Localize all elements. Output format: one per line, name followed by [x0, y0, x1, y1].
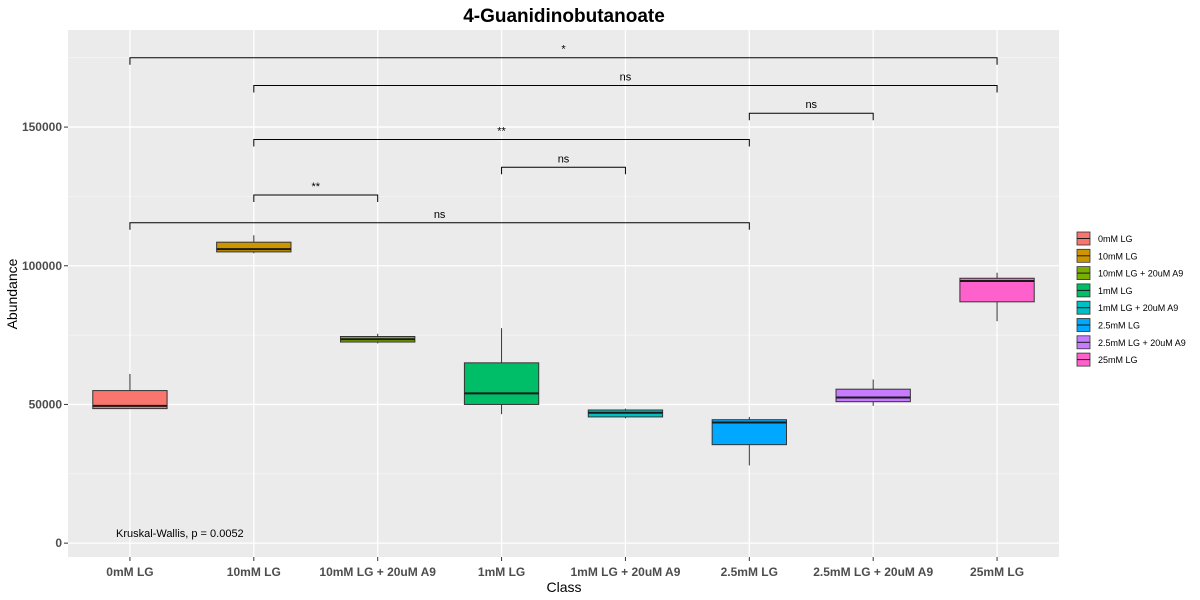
box-1 — [92, 373, 168, 410]
x-tick-label: 25mM LG — [970, 565, 1024, 579]
legend-item: 0mM LG — [1076, 231, 1133, 246]
y-axis-ticks: 0 50000 100000 150000 — [22, 120, 68, 550]
significance-label: ns — [805, 99, 817, 111]
x-tick-label: 10mM LG + 20uM A9 — [319, 565, 436, 579]
significance-label: ns — [434, 209, 446, 221]
chart-title: 4-Guanidinobutanoate — [463, 6, 665, 27]
y-tick-label: 0 — [55, 536, 62, 550]
box-4 — [463, 328, 540, 415]
box-6 — [711, 416, 787, 466]
plot-panel — [68, 30, 1059, 557]
comparison-brackets: * ns ns ** ns ** ns — [129, 44, 998, 230]
box-7 — [835, 379, 911, 406]
box-series — [92, 235, 1035, 466]
bracket-line — [129, 222, 750, 230]
legend-label: 10mM LG + 20uM A9 — [1098, 269, 1183, 279]
legend-label: 2.5mM LG — [1098, 321, 1140, 331]
x-tick-label: 2.5mM LG + 20uM A9 — [813, 565, 933, 579]
legend-item: 25mM LG — [1076, 352, 1138, 367]
comparison-bracket: ** — [253, 126, 750, 147]
y-tick-label: 100000 — [22, 259, 62, 273]
legend-item: 1mM LG — [1076, 283, 1133, 298]
x-tick-label: 2.5mM LG — [721, 565, 778, 579]
bracket-line — [253, 139, 750, 147]
box-body — [92, 390, 168, 410]
bracket-line — [501, 166, 626, 175]
legend-label: 2.5mM LG + 20uM A9 — [1098, 338, 1186, 348]
kruskal-wallis-annotation: Kruskal-Wallis, p = 0.0052 — [116, 528, 244, 540]
box-body — [711, 419, 787, 446]
box-5 — [587, 408, 664, 419]
comparison-bracket: ** — [253, 181, 379, 203]
box-body — [835, 388, 911, 403]
significance-label: ** — [497, 126, 506, 138]
x-tick-label: 1mM LG — [478, 565, 525, 579]
y-tick-label: 50000 — [29, 397, 63, 411]
x-tick-label: 0mM LG — [106, 565, 153, 579]
legend-item: 10mM LG + 20uM A9 — [1076, 266, 1183, 281]
legend-item: 2.5mM LG + 20uM A9 — [1076, 335, 1186, 350]
box-3 — [340, 333, 416, 344]
x-tick-label: 10mM LG — [227, 565, 281, 579]
legend-item: 2.5mM LG — [1076, 318, 1140, 332]
box-2 — [216, 235, 292, 254]
significance-label: ns — [558, 153, 570, 165]
significance-label: ** — [311, 181, 320, 193]
comparison-bracket: ns — [501, 153, 626, 175]
bracket-line — [748, 112, 874, 121]
legend-label: 1mM LG — [1098, 286, 1133, 296]
legend-item: 1mM LG + 20uM A9 — [1076, 300, 1178, 315]
bracket-line — [253, 194, 379, 203]
box-8 — [959, 272, 1035, 322]
y-tick-label: 150000 — [22, 120, 62, 134]
box-body — [216, 241, 292, 253]
significance-label: ns — [620, 71, 632, 83]
x-axis-ticks: 0mM LG 10mM LG 10mM LG + 20uM A9 1mM LG 1mM … — [106, 557, 1024, 579]
grid-lines — [68, 30, 1059, 557]
legend-label: 25mM LG — [1098, 355, 1138, 365]
comparison-bracket: * — [129, 44, 998, 65]
box-body — [959, 277, 1035, 303]
legend-item: 10mM LG — [1076, 248, 1138, 263]
comparison-bracket: ns — [253, 71, 998, 93]
x-tick-label: 1mM LG + 20uM A9 — [570, 565, 680, 579]
legend-label: 0mM LG — [1098, 234, 1133, 244]
bracket-line — [129, 57, 998, 65]
legend-label: 1mM LG + 20uM A9 — [1098, 303, 1178, 313]
significance-label: * — [561, 44, 566, 56]
y-axis-title: Abundance — [4, 258, 20, 329]
legend: 0mM LG 10mM LG 10mM LG + 20uM A9 1mM LG 1mM … — [1076, 231, 1186, 367]
bracket-line — [253, 84, 998, 93]
legend-label: 10mM LG — [1098, 251, 1138, 261]
comparison-bracket: ns — [748, 99, 874, 121]
x-axis-title: Class — [546, 579, 581, 595]
comparison-bracket: ns — [129, 209, 750, 230]
box-body — [463, 362, 540, 405]
